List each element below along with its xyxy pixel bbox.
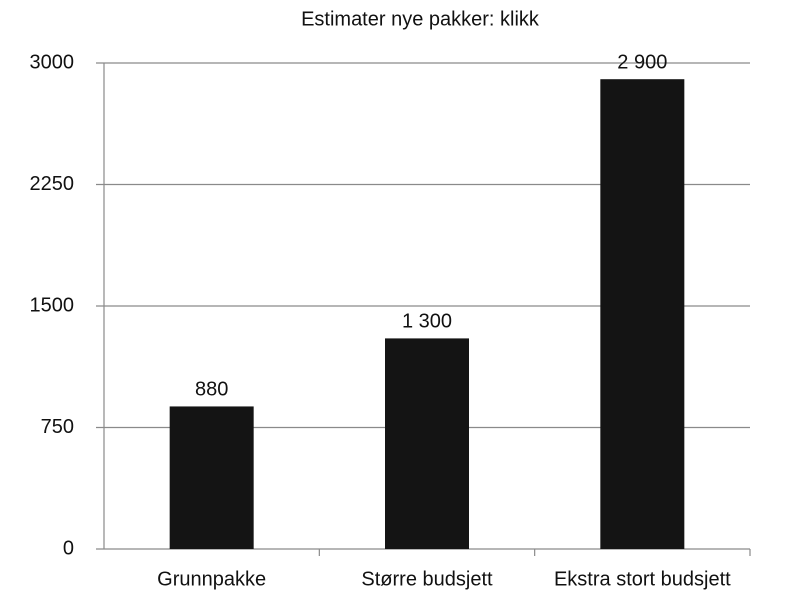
data-label: 880	[195, 379, 228, 401]
data-label: 2 900	[617, 51, 667, 73]
y-tick-label: 750	[41, 416, 74, 438]
y-tick-label: 1500	[30, 294, 75, 316]
bar	[169, 406, 254, 549]
chart-title: Estimater nye pakker: klikk	[301, 8, 540, 30]
bar	[600, 79, 685, 549]
bar	[385, 338, 469, 549]
x-tick-label: Ekstra stort budsjett	[554, 568, 731, 590]
y-tick-label: 0	[63, 537, 74, 559]
x-tick-label: Større budsjett	[361, 568, 493, 590]
x-tick-label: Grunnpakke	[157, 568, 266, 590]
y-tick-label: 3000	[30, 51, 75, 73]
y-tick-label: 2250	[30, 173, 75, 195]
data-label: 1 300	[402, 311, 452, 333]
